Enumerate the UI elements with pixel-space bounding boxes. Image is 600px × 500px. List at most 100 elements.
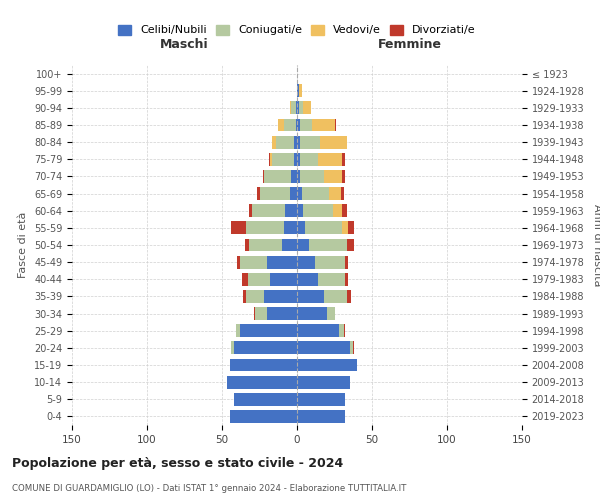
Bar [234, 393, 297, 406]
Bar [243, 290, 246, 303]
Bar [297, 170, 300, 183]
Bar [260, 187, 290, 200]
Bar [270, 153, 271, 166]
Bar [290, 187, 297, 200]
Bar [300, 136, 320, 148]
Legend: Celibi/Nubili, Coniugati/e, Vedovi/e, Divorziati/e: Celibi/Nubili, Coniugati/e, Vedovi/e, Di… [114, 20, 480, 40]
Bar [291, 102, 296, 114]
Bar [297, 290, 324, 303]
Bar [296, 118, 297, 132]
Bar [245, 238, 249, 252]
Bar [345, 273, 348, 285]
Bar [297, 102, 299, 114]
Bar [333, 204, 342, 217]
Bar [264, 170, 291, 183]
Bar [297, 256, 315, 268]
Bar [296, 102, 297, 114]
Bar [297, 136, 300, 148]
Bar [297, 204, 303, 217]
Bar [297, 273, 318, 285]
Bar [257, 187, 260, 200]
Bar [329, 187, 341, 200]
Bar [234, 342, 297, 354]
Bar [297, 187, 302, 200]
Bar [309, 238, 347, 252]
Bar [315, 256, 345, 268]
Bar [348, 222, 354, 234]
Bar [297, 393, 345, 406]
Bar [320, 136, 347, 148]
Bar [284, 222, 297, 234]
Bar [276, 136, 294, 148]
Text: Femmine: Femmine [377, 38, 442, 52]
Bar [297, 238, 309, 252]
Bar [297, 410, 345, 423]
Bar [229, 410, 297, 423]
Bar [240, 324, 297, 337]
Bar [267, 307, 297, 320]
Bar [343, 324, 345, 337]
Y-axis label: Anni di nascita: Anni di nascita [592, 204, 600, 286]
Bar [297, 307, 327, 320]
Bar [271, 153, 294, 166]
Bar [294, 153, 297, 166]
Bar [297, 376, 349, 388]
Bar [294, 136, 297, 148]
Bar [231, 342, 234, 354]
Bar [290, 102, 291, 114]
Bar [345, 256, 348, 268]
Bar [305, 222, 342, 234]
Bar [254, 307, 255, 320]
Bar [252, 204, 285, 217]
Bar [291, 170, 297, 183]
Y-axis label: Fasce di età: Fasce di età [19, 212, 28, 278]
Bar [249, 238, 282, 252]
Text: Popolazione per età, sesso e stato civile - 2024: Popolazione per età, sesso e stato civil… [12, 458, 343, 470]
Bar [267, 256, 297, 268]
Bar [300, 153, 318, 166]
Bar [347, 290, 351, 303]
Bar [269, 153, 270, 166]
Bar [318, 273, 345, 285]
Bar [263, 170, 264, 183]
Bar [285, 204, 297, 217]
Bar [324, 290, 347, 303]
Bar [270, 273, 297, 285]
Bar [303, 102, 311, 114]
Bar [342, 170, 345, 183]
Bar [240, 256, 267, 268]
Bar [299, 84, 302, 97]
Bar [264, 290, 297, 303]
Bar [229, 358, 297, 372]
Bar [339, 324, 343, 337]
Bar [318, 153, 342, 166]
Bar [241, 273, 248, 285]
Bar [237, 256, 240, 268]
Bar [255, 307, 267, 320]
Bar [353, 342, 354, 354]
Bar [297, 222, 305, 234]
Bar [349, 342, 353, 354]
Bar [342, 204, 347, 217]
Text: Maschi: Maschi [160, 38, 209, 52]
Bar [246, 222, 284, 234]
Bar [297, 153, 300, 166]
Bar [231, 222, 246, 234]
Bar [249, 204, 252, 217]
Bar [300, 170, 324, 183]
Bar [246, 290, 264, 303]
Bar [297, 342, 349, 354]
Bar [299, 102, 303, 114]
Bar [341, 187, 343, 200]
Bar [327, 307, 335, 320]
Bar [235, 324, 240, 337]
Bar [342, 222, 348, 234]
Bar [284, 118, 296, 132]
Bar [297, 84, 299, 97]
Bar [248, 273, 270, 285]
Bar [312, 118, 335, 132]
Bar [297, 324, 339, 337]
Text: COMUNE DI GUARDAMIGLIO (LO) - Dati ISTAT 1° gennaio 2024 - Elaborazione TUTTITAL: COMUNE DI GUARDAMIGLIO (LO) - Dati ISTAT… [12, 484, 406, 493]
Bar [227, 376, 297, 388]
Bar [342, 153, 345, 166]
